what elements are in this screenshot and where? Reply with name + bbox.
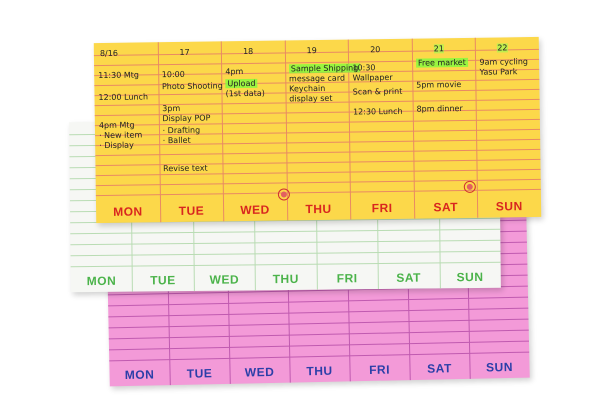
yellow-pad-rule-line <box>95 148 541 157</box>
mon-note: 4pm Mtg <box>98 120 135 131</box>
white-pad-day-wed: WED <box>209 272 240 287</box>
pink-pad-day-fri: FRI <box>368 362 391 377</box>
tue-note: 3pm <box>162 103 181 114</box>
thu-note: Keychain <box>289 83 326 94</box>
wed-note: Upload <box>225 78 258 89</box>
thu-note: message card <box>288 73 346 84</box>
white-pad-rule-line <box>70 261 501 268</box>
mon-note: · Display <box>99 140 134 151</box>
date-label: 19 <box>306 46 317 56</box>
sun-note: Yasu Park <box>479 67 518 77</box>
sun-note: 9am cycling <box>479 57 529 67</box>
tue-note: Photo Shooting <box>161 81 223 92</box>
tue-note: 10:00 <box>161 69 185 80</box>
white-pad-rule-line <box>70 250 501 257</box>
pink-pad-day-wed: WED <box>244 364 275 380</box>
sat-note: Free market <box>415 57 468 68</box>
pink-pad-rule-line <box>108 329 529 340</box>
sat-circle-sticker-icon <box>463 180 476 193</box>
mon-note: 11:30 Mtg <box>98 70 139 81</box>
tue-note: · Drafting <box>162 125 201 136</box>
white-pad-day-thu: THU <box>272 271 299 287</box>
white-pad-rule-line <box>70 228 501 235</box>
thu-note: Sample Shipping <box>288 63 361 74</box>
fri-note: Wallpaper <box>352 72 393 83</box>
wed-note: (1st data) <box>225 88 265 99</box>
fri-note: 10:30 <box>352 63 376 73</box>
white-pad-day-sat: SAT <box>396 270 421 285</box>
pink-pad-rule-line <box>108 296 529 307</box>
yellow-pad-day-thu: THU <box>305 201 332 217</box>
pink-pad-day-thu: THU <box>306 363 333 379</box>
tue-note: Revise text <box>163 163 208 174</box>
date-label: 8/16 <box>99 48 118 59</box>
date-label: 22 <box>497 43 508 53</box>
yellow-pad-day-tue: TUE <box>178 203 205 218</box>
thu-note: display set <box>289 93 333 104</box>
fri-note: 12:30 Lunch <box>352 106 403 117</box>
white-pad-day-fri: FRI <box>336 271 358 286</box>
yellow-pad-day-mon: MON <box>113 204 143 219</box>
yellow-pad-day-wed: WED <box>240 202 270 218</box>
wed-circle-sticker-icon <box>277 188 290 201</box>
pink-pad-day-sun: SUN <box>485 359 514 375</box>
sat-note: 8pm dinner <box>416 103 463 114</box>
mon-note: · New item <box>98 130 143 141</box>
date-label: 20 <box>370 45 381 55</box>
yellow-weekly-pad: MON TUE WED THU FRI SAT SUN 8/16 17 18 19 20 21 22 11… <box>93 36 542 224</box>
white-pad-day-mon: MON <box>86 273 117 289</box>
date-label: 18 <box>242 46 254 57</box>
yellow-pad-day-sun: SUN <box>495 199 523 214</box>
white-pad-day-sun: SUN <box>456 269 484 285</box>
mon-note: 12:00 Lunch <box>98 92 149 103</box>
pink-pad-rule-line <box>108 307 529 318</box>
white-pad-rule-line <box>70 239 501 246</box>
white-pad-day-tue: TUE <box>150 273 176 288</box>
pink-pad-day-mon: MON <box>124 367 155 383</box>
fri-note: Scan & print <box>352 86 403 97</box>
date-label: 21 <box>433 44 444 54</box>
tue-note: · Ballet <box>162 135 191 146</box>
yellow-pad-day-fri: FRI <box>371 200 393 216</box>
pink-pad-day-sat: SAT <box>427 361 452 376</box>
date-label: 17 <box>179 47 190 57</box>
wed-note: 4pm <box>225 67 244 77</box>
sat-note: 5pm movie <box>416 79 462 90</box>
pink-pad-rule-line <box>108 318 529 329</box>
pink-pad-rule-line <box>109 340 529 351</box>
yellow-pad-day-sat: SAT <box>433 200 459 215</box>
pink-pad-day-tue: TUE <box>186 366 213 381</box>
tue-note: Display POP <box>162 113 211 124</box>
